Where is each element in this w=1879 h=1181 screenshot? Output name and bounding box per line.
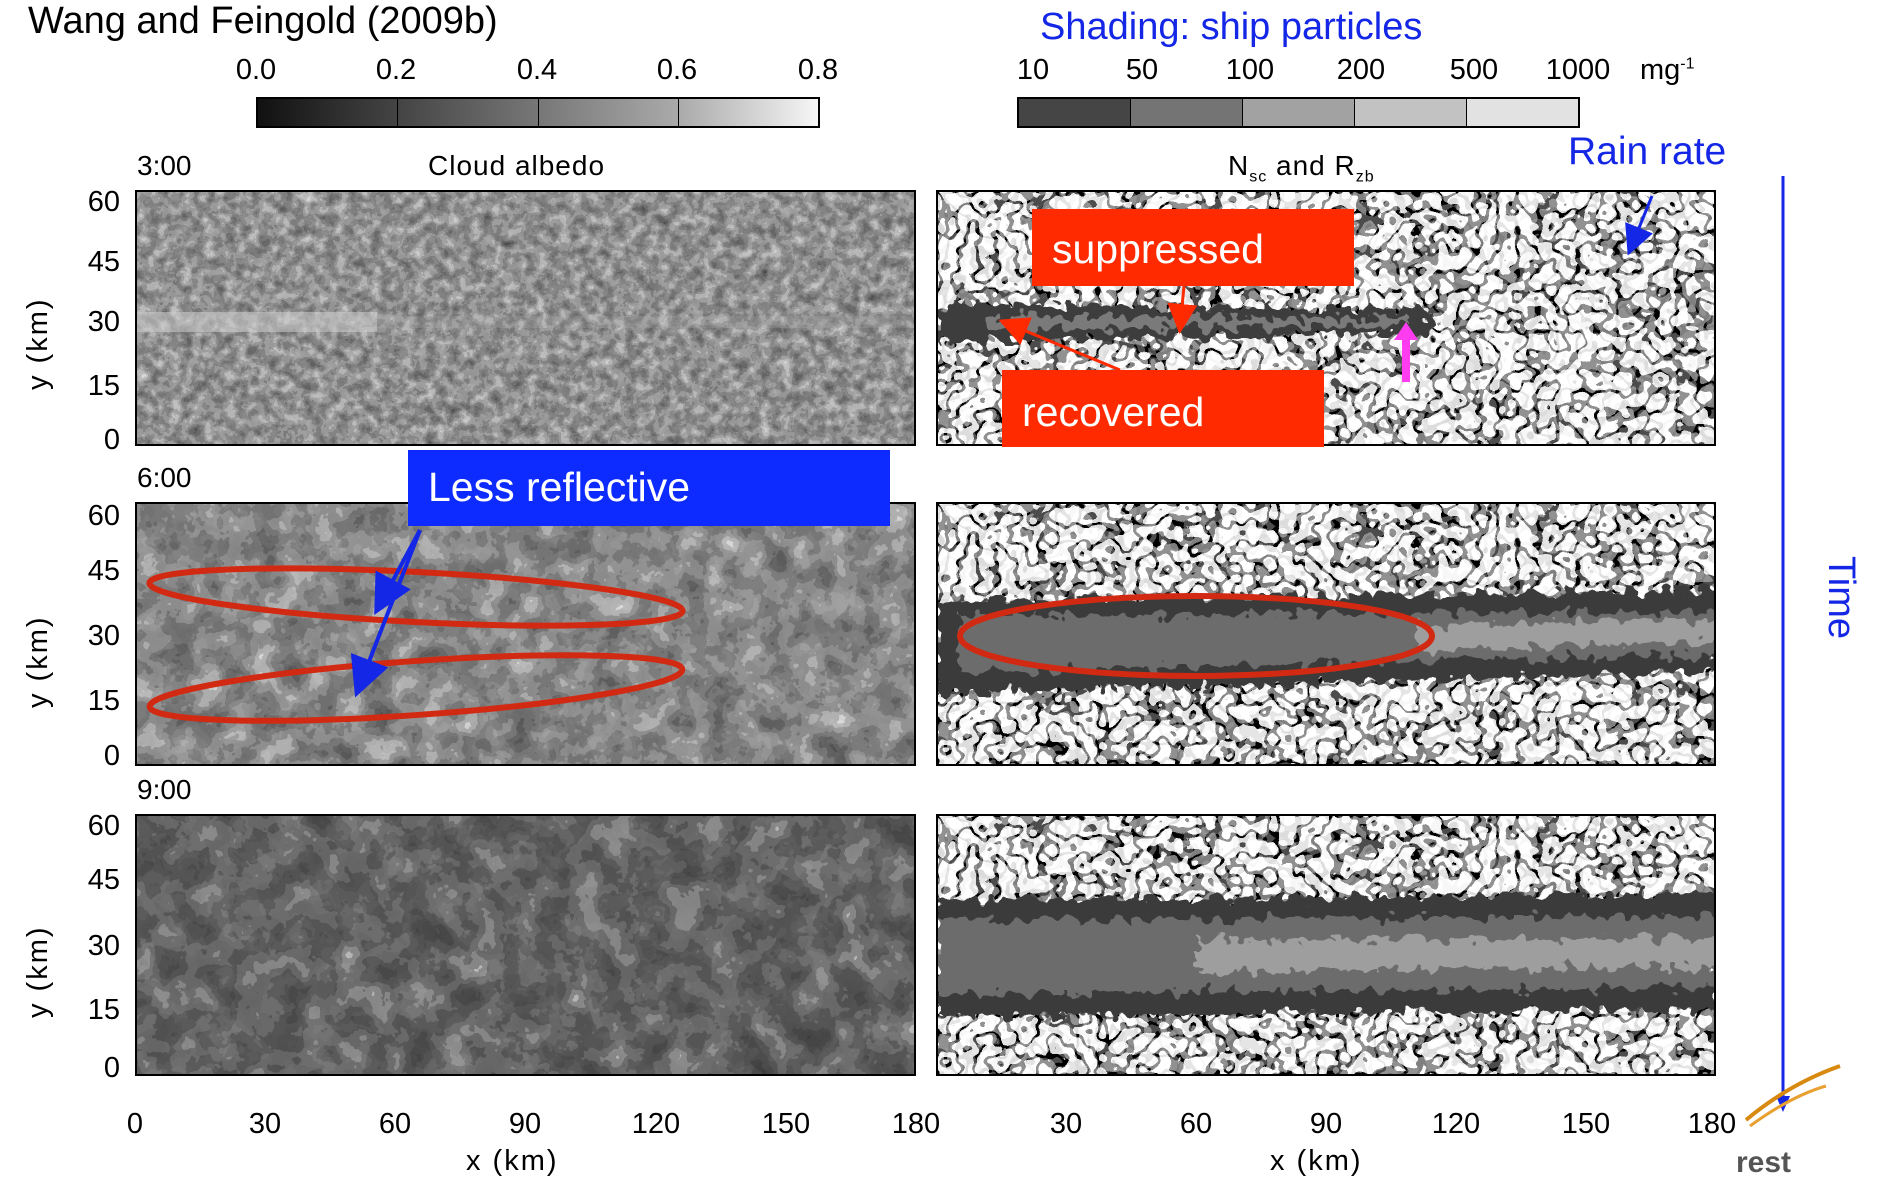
y-axis-label: y (km)	[22, 925, 54, 1018]
particles-colorbar-segment	[1019, 99, 1130, 126]
particles-colorbar-segment	[1466, 99, 1578, 126]
x-tick: 150	[1561, 1108, 1611, 1140]
y-tick: 15	[87, 370, 120, 402]
x-tick: 90	[508, 1108, 542, 1140]
y-tick: 60	[87, 810, 120, 842]
particles-unit-exponent: -1	[1680, 55, 1695, 73]
albedo-field-3h	[137, 192, 914, 444]
particles-unit-base: mg	[1640, 54, 1681, 86]
albedo-colorbar-segment	[537, 99, 678, 126]
shading-title: Shading: ship particles	[1040, 6, 1423, 48]
x-tick: 60	[378, 1108, 412, 1140]
albedo-tick: 0.4	[516, 54, 558, 86]
rain-field-6h	[938, 504, 1714, 764]
particles-tick: 10	[1016, 54, 1050, 86]
particles-colorbar-segment	[1130, 99, 1242, 126]
time-arrow-head	[1776, 1096, 1790, 1112]
y-tick: 60	[87, 186, 120, 218]
rain-panel-9h	[936, 814, 1716, 1076]
title-sub-zb: zb	[1355, 168, 1375, 186]
albedo-panel-6h	[135, 502, 916, 766]
albedo-tick: 0.8	[797, 54, 839, 86]
particles-tick: 1000	[1545, 54, 1611, 86]
x-axis-label-left: x (km)	[466, 1145, 559, 1177]
x-tick: 180	[1687, 1108, 1737, 1140]
albedo-colorbar-segment	[258, 99, 398, 126]
y-tick: 60	[87, 500, 120, 532]
albedo-tick: 0.6	[656, 54, 698, 86]
y-tick: 45	[87, 246, 120, 278]
particles-tick: 100	[1225, 54, 1275, 86]
title-n: N	[1228, 150, 1250, 181]
x-tick: 120	[1431, 1108, 1481, 1140]
ship-track-bright	[137, 312, 377, 332]
y-tick: 45	[87, 555, 120, 587]
logo-swoosh-secondary	[1749, 1084, 1827, 1128]
rain-rate-label: Rain rate	[1568, 130, 1727, 173]
y-tick: 30	[87, 620, 120, 652]
x-tick: 150	[761, 1108, 811, 1140]
time-label-6h: 6:00	[137, 462, 192, 493]
y-tick: 15	[87, 994, 120, 1026]
time-label-9h: 9:00	[137, 774, 192, 805]
particles-tick: 50	[1125, 54, 1159, 86]
logo-swoosh	[1744, 1064, 1841, 1122]
x-axis-label-right: x (km)	[1270, 1145, 1363, 1177]
x-tick: 180	[891, 1108, 941, 1140]
albedo-tick: 0.2	[375, 54, 417, 86]
rain-field-9h	[938, 816, 1714, 1074]
rain-panel-6h	[936, 502, 1716, 766]
albedo-tick: 0.0	[235, 54, 277, 86]
particles-colorbar-segment	[1242, 99, 1354, 126]
suppressed-label: suppressed	[1032, 209, 1354, 286]
y-tick: 15	[87, 685, 120, 717]
title-sub-sc: sc	[1249, 168, 1268, 186]
albedo-colorbar-segment	[397, 99, 538, 126]
x-tick: 120	[631, 1108, 681, 1140]
time-label-3h: 3:00	[137, 150, 192, 181]
y-axis-label: y (km)	[22, 297, 54, 390]
y-tick: 45	[87, 864, 120, 896]
albedo-field-9h	[137, 816, 914, 1074]
y-tick: 30	[87, 930, 120, 962]
recovered-label: recovered	[1002, 370, 1324, 447]
y-tick: 30	[87, 306, 120, 338]
albedo-colorbar-segment	[677, 99, 818, 126]
y-axis-label: y (km)	[22, 615, 54, 708]
footer-partial-text: rest	[1736, 1146, 1792, 1179]
ship-plume-light	[1198, 938, 1714, 972]
albedo-field-6h	[137, 504, 914, 764]
figure-reference: Wang and Feingold (2009b)	[28, 0, 498, 42]
time-label: Time	[1820, 556, 1862, 640]
particles-colorbar-segment	[1354, 99, 1466, 126]
x-tick: 30	[248, 1108, 282, 1140]
ship-plume-light	[1418, 620, 1714, 650]
left-panel-title: Cloud albedo	[428, 150, 606, 181]
right-panel-title: Nsc and Rzb	[1228, 150, 1375, 187]
less-reflective-label: Less reflective	[408, 450, 890, 526]
particles-unit: mg-1	[1640, 54, 1695, 87]
particles-colorbar	[1017, 97, 1580, 128]
particles-tick: 200	[1336, 54, 1386, 86]
y-tick: 0	[103, 424, 120, 456]
y-tick: 0	[103, 740, 120, 772]
particles-tick: 500	[1449, 54, 1499, 86]
x-tick: 30	[1049, 1108, 1083, 1140]
x-tick: 90	[1309, 1108, 1343, 1140]
title-and-r: and R	[1267, 150, 1356, 181]
x-tick: 0	[126, 1108, 144, 1140]
albedo-panel-9h	[135, 814, 916, 1076]
y-tick: 0	[103, 1052, 120, 1084]
x-tick: 60	[1179, 1108, 1213, 1140]
ship-track-faint	[377, 316, 914, 328]
albedo-panel-3h	[135, 190, 916, 446]
albedo-colorbar	[256, 97, 820, 128]
